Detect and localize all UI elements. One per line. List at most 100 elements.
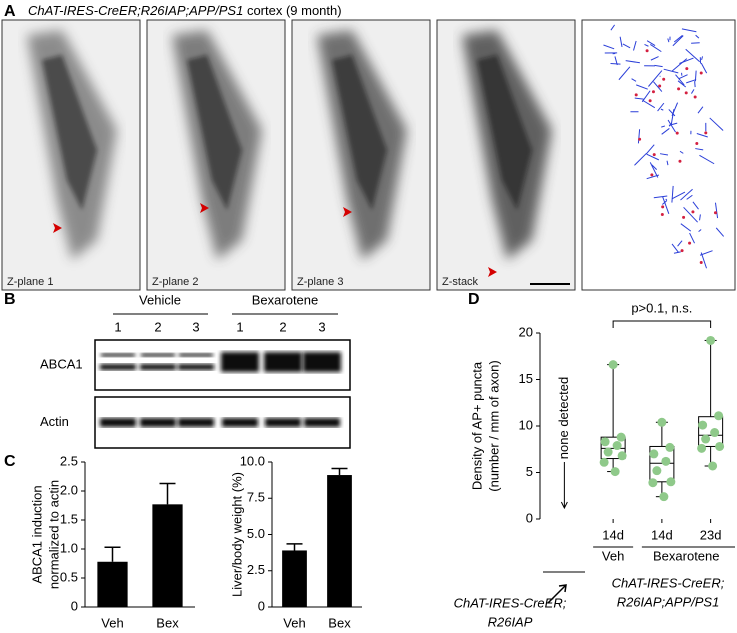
group-label: Bexarotene [252,292,319,307]
axon-trace [636,84,648,90]
y-tick-label: 1.5 [60,511,78,526]
micrograph [462,30,552,277]
data-point [701,434,711,444]
band [221,352,259,372]
axon-trace [667,119,676,133]
band [141,353,175,357]
y-tick-label: 1.0 [60,540,78,555]
data-point [714,411,724,421]
error-bar [104,546,121,562]
axon-trace [654,64,663,68]
axon-trace [699,154,715,165]
y-tick-label: 7.5 [247,490,265,505]
axon-trace [634,152,647,166]
data-point [616,432,626,442]
y-axis-label: normalized to actin [46,480,61,589]
puncta [713,211,717,215]
genotype-label: ChAT-IRES-CreER; [612,575,725,590]
axon-trace [662,196,670,214]
panel-label: B [4,291,16,308]
y-tick-label: 5.0 [247,526,265,541]
none-arrow [560,462,568,510]
plane-label: Z-plane 3 [297,276,343,288]
x-tick-label: Bex [156,615,179,630]
axon-trace [671,58,688,72]
lane-label: 2 [154,319,161,334]
data-point [661,456,671,466]
image-frame [581,19,736,291]
axon-trace [709,117,724,131]
axon-trace [700,252,707,269]
axon-trace [646,40,656,46]
micrograph [27,30,117,260]
lane-label: 1 [236,319,243,334]
axon-trace [699,214,701,221]
bar [97,561,128,607]
data-point [666,477,676,487]
genotype-arrow [547,584,567,604]
axon-trace [678,74,688,80]
puncta [645,49,649,53]
axon-trace [645,144,655,155]
arrowhead [53,223,62,233]
axon-trace [698,229,702,232]
data-point [665,442,675,452]
data-point [608,360,618,370]
axon-trace [668,123,672,127]
band [222,418,258,427]
genotype-label: R26IAP;APP/PS1 [617,594,720,609]
y-tick-label: 2.5 [60,453,78,468]
panel-title: ChAT-IRES-CreER;R26IAP;APP/PS1 cortex (9… [28,3,342,18]
panel-label: A [4,3,16,20]
title-genotype: ChAT-IRES-CreER;R26IAP;APP/PS1 [28,3,243,18]
puncta [648,99,652,103]
y-tick-label: 0 [258,598,265,613]
error-bar [286,543,303,551]
axon-trace [614,56,618,66]
box [649,445,675,483]
axon-trace [633,40,637,51]
group-label: Vehicle [139,292,181,307]
axon-trace [650,44,662,53]
data-point [617,451,627,461]
puncta [660,213,664,217]
micrograph [317,30,407,260]
band [140,418,176,427]
axon-trace [663,68,679,74]
axon-trace [603,44,615,50]
plane-label: Z-stack [442,276,479,288]
none-detected: none detected [556,377,571,459]
axon-trace [671,243,679,253]
error-bar [331,467,348,476]
lane-label: 3 [192,319,199,334]
significance-bracket [612,320,712,328]
axon-trace [661,125,666,128]
bar [282,550,307,607]
x-tick-label: 14d [651,527,673,542]
annotation: p>0.1, n.s. [631,300,692,315]
y-axis-label: Liver/body weight (%) [229,472,244,597]
arrowhead [343,207,352,217]
y-axis-label: ABCA1 induction [29,485,44,583]
band [265,418,301,427]
puncta [675,131,679,135]
puncta [651,90,655,94]
error-bar [159,482,176,505]
axon-trace [653,195,668,199]
data-point [652,466,662,476]
axon-trace [660,108,664,111]
y-tick-label: 10 [519,417,533,432]
puncta [652,153,656,157]
axon-trace [694,70,697,82]
axon-trace [692,201,699,210]
axon-trace [610,24,616,31]
axon-trace [691,89,695,94]
y-tick-label: 20 [519,324,533,339]
axon-trace [668,109,676,117]
axon-trace [714,202,719,219]
axon-trace [657,102,665,112]
axon-trace [653,81,663,92]
puncta [688,241,692,245]
axon-trace [691,42,700,44]
bar [327,475,352,607]
